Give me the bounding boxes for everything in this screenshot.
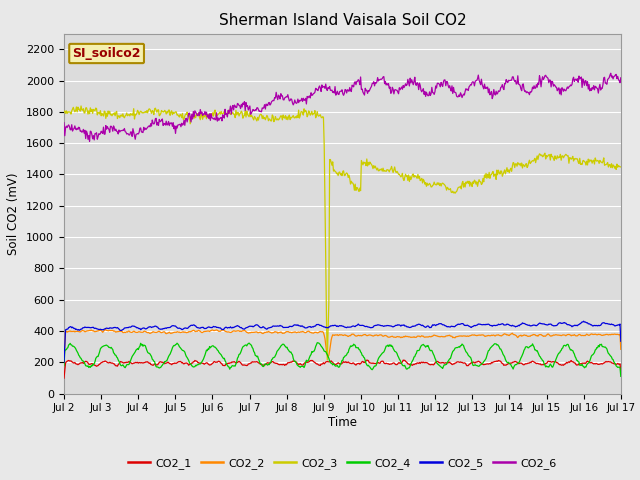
Legend: CO2_1, CO2_2, CO2_3, CO2_4, CO2_5, CO2_6: CO2_1, CO2_2, CO2_3, CO2_4, CO2_5, CO2_6 — [124, 453, 561, 473]
X-axis label: Time: Time — [328, 416, 357, 429]
Title: Sherman Island Vaisala Soil CO2: Sherman Island Vaisala Soil CO2 — [219, 13, 466, 28]
Text: SI_soilco2: SI_soilco2 — [72, 47, 141, 60]
Y-axis label: Soil CO2 (mV): Soil CO2 (mV) — [8, 172, 20, 255]
